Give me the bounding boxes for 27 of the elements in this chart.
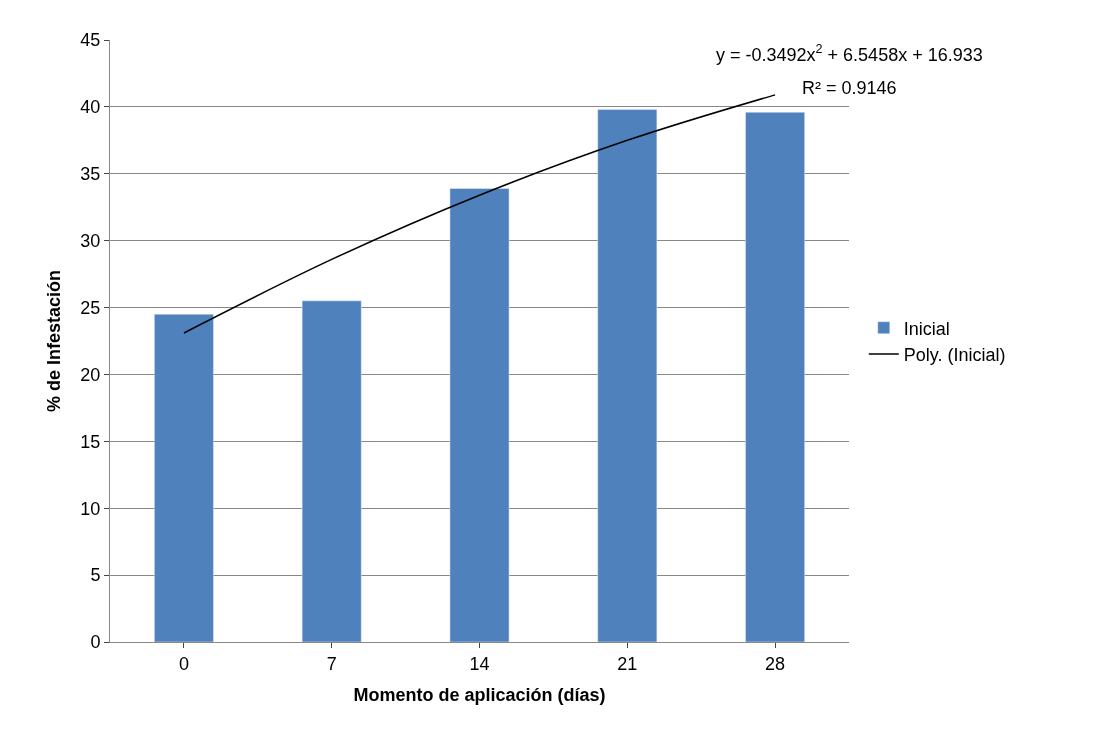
y-tick-label: 30 [80,230,101,251]
x-tick-label: 14 [469,653,490,674]
bar [745,111,805,642]
bar [154,313,214,642]
legend-label: Poly. (Inicial) [903,345,1006,366]
x-tick-label: 21 [617,653,638,674]
annotation: R² = 0.9146 [802,78,897,98]
y-tick-label: 20 [80,364,101,385]
y-tick-label: 5 [90,565,101,586]
x-tick-label: 7 [326,653,337,674]
x-tick-label: 28 [765,653,786,674]
bar [597,109,658,642]
y-tick-label: 10 [80,498,101,519]
y-axis-title: % de Infestación [43,269,64,413]
bar [449,188,510,642]
x-tick-label: 0 [178,653,189,674]
legend-label: Inicial [903,318,950,339]
y-tick-label: 25 [80,297,101,318]
y-tick-label: 45 [80,30,101,51]
y-tick-label: 35 [80,164,101,185]
annotation: y = -0.3492x$^{2}$ + 6.5458x + 16.933 [716,42,983,65]
y-tick-label: 40 [80,97,101,118]
bar [301,300,362,642]
x-axis-title: Momento de aplicación (días) [353,684,606,705]
y-tick-label: 0 [90,632,101,653]
y-tick-label: 15 [80,431,101,452]
line-series [183,94,776,334]
